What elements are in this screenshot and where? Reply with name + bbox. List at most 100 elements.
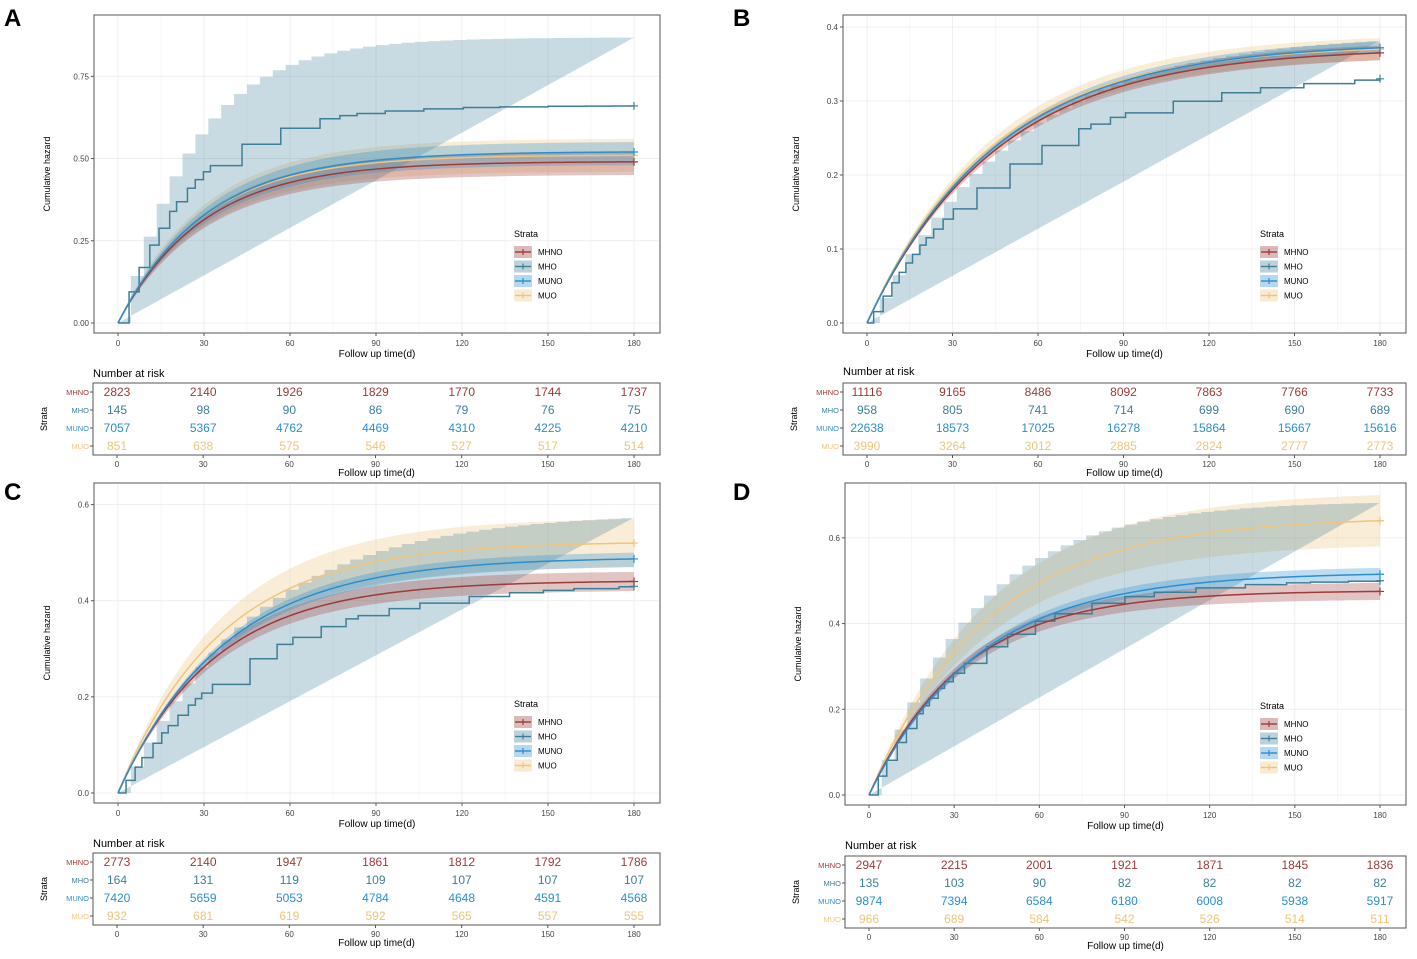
risk-cell: 131 [193, 873, 213, 887]
risk-cell: 958 [857, 403, 877, 417]
risk-cell: 3012 [1025, 439, 1052, 453]
risk-x-tick-label: 60 [285, 930, 294, 939]
x-tick-label: 120 [1203, 811, 1217, 820]
risk-cell: 2885 [1110, 439, 1137, 453]
y-tick-label: 0.4 [827, 23, 839, 32]
risk-table-frame [92, 852, 661, 926]
risk-row-label: MHNO [818, 861, 841, 870]
risk-cell: 2773 [1367, 439, 1394, 453]
risk-cell: 4648 [448, 891, 475, 905]
y-axis-label: Cumulative hazard [793, 606, 803, 681]
risk-row-label: MUNO [816, 424, 839, 433]
y-tick-label: 0.4 [829, 620, 841, 629]
risk-x-tick-label: 150 [1288, 933, 1302, 942]
risk-cell: 98 [196, 403, 210, 417]
risk-x-tick-label: 60 [285, 460, 294, 469]
panel-b: B 0.0 0.1 0.2 0.3 0.4 0 30 60 90 120 150 180 Follow u… [733, 5, 1407, 479]
x-tick-label: 150 [1288, 339, 1302, 348]
curve-muno [868, 573, 1381, 796]
legend-label: MUO [1284, 764, 1303, 773]
risk-cell: 1786 [621, 855, 648, 869]
curve-muno [117, 558, 635, 794]
risk-cell: 4784 [362, 891, 389, 905]
risk-cell: 1829 [362, 385, 389, 399]
risk-cell: 135 [859, 876, 879, 890]
risk-row-label: MHO [824, 879, 842, 888]
gridlines [844, 16, 1405, 332]
censor-mark-mhno [630, 157, 638, 166]
risk-cell: 107 [452, 873, 472, 887]
risk-cell: 8486 [1025, 385, 1052, 399]
risk-row-label: MHO [822, 406, 840, 415]
risk-cell: 575 [279, 439, 299, 453]
risk-cell: 103 [944, 876, 964, 890]
risk-cell: 1921 [1111, 858, 1138, 872]
legend-title: Strata [1260, 701, 1284, 711]
censor-mark-muno [1376, 570, 1384, 579]
y-tick-label: 0.4 [78, 597, 90, 606]
ci-band-mho [118, 517, 634, 793]
legend-label: MUO [1284, 292, 1303, 301]
risk-cell: 5938 [1281, 894, 1308, 908]
x-tick-label: 180 [1373, 811, 1387, 820]
risk-cell: 4762 [276, 421, 303, 435]
censor-mark-mho [630, 101, 638, 110]
risk-cell: 511 [1370, 912, 1389, 926]
risk-x-tick-label: 30 [948, 460, 957, 469]
risk-cell: 584 [1029, 912, 1049, 926]
risk-cell: 526 [1200, 912, 1220, 926]
risk-table-frame [844, 855, 1407, 929]
curve-muo [866, 48, 1381, 324]
curve-mhno [117, 161, 635, 324]
legend-title: Strata [514, 699, 538, 709]
x-tick-label: 0 [867, 811, 872, 820]
x-tick-label: 180 [1373, 339, 1387, 348]
risk-cell: 557 [538, 909, 558, 923]
x-tick-label: 0 [116, 809, 121, 818]
x-tick-label: 60 [286, 809, 295, 818]
risk-cell: 741 [1028, 403, 1048, 417]
risk-cell: 145 [107, 403, 127, 417]
y-tick-label: 0.00 [73, 319, 89, 328]
risk-cell: 1845 [1281, 858, 1308, 872]
y-tick-label: 0.1 [827, 245, 839, 254]
risk-cell: 1871 [1196, 858, 1223, 872]
risk-x-tick-label: 150 [541, 460, 555, 469]
risk-x-tick-label: 180 [1373, 933, 1387, 942]
legend-label: MHNO [538, 718, 562, 727]
censor-mark-muno [630, 554, 638, 563]
risk-cell: 1926 [276, 385, 303, 399]
panel-label: C [4, 479, 21, 506]
curve-muno [117, 151, 635, 324]
risk-x-tick-label: 60 [1034, 460, 1043, 469]
risk-x-tick-label: 30 [950, 933, 959, 942]
risk-y-label: Strata [39, 877, 49, 901]
risk-cell: 4225 [534, 421, 561, 435]
risk-cell: 86 [369, 403, 383, 417]
risk-cell: 75 [627, 403, 641, 417]
risk-cell: 18573 [936, 421, 970, 435]
x-tick-label: 180 [627, 339, 641, 348]
risk-cell: 2140 [190, 855, 217, 869]
risk-row-label: MUO [72, 912, 90, 921]
ci-band-mho [118, 37, 634, 323]
x-tick-label: 30 [950, 811, 959, 820]
x-tick-label: 30 [200, 809, 209, 818]
x-tick-label: 90 [1120, 811, 1129, 820]
y-tick-label: 0.2 [827, 171, 839, 180]
risk-cell: 1737 [621, 385, 648, 399]
risk-x-axis-label: Follow up time(d) [338, 938, 415, 949]
risk-x-tick-label: 180 [627, 930, 641, 939]
legend-label: MUO [538, 762, 557, 771]
risk-table-frame [92, 382, 661, 456]
risk-x-tick-label: 30 [199, 930, 208, 939]
risk-cell: 690 [1284, 403, 1304, 417]
risk-row-label: MHNO [66, 858, 89, 867]
y-tick-label: 0.25 [73, 237, 89, 246]
risk-cell: 107 [538, 873, 558, 887]
legend-label: MUNO [1284, 749, 1308, 758]
y-tick-label: 0.75 [73, 72, 89, 81]
legend-label: MUO [538, 292, 557, 301]
y-tick-label: 0.6 [829, 534, 841, 543]
